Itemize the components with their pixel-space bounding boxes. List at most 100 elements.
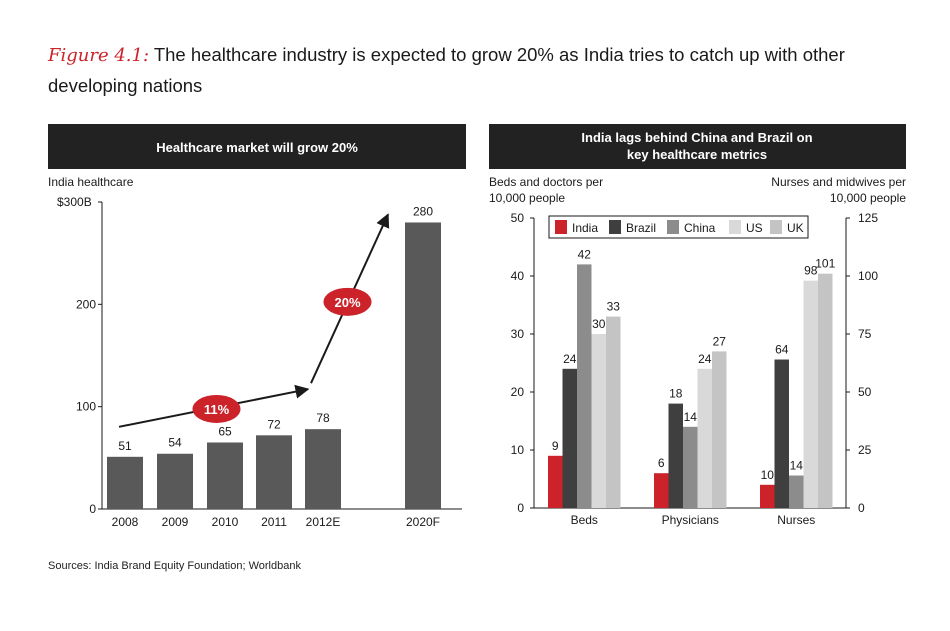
- metric-bar-value-label: 64: [775, 343, 789, 357]
- axis-label-line: 10,000 people: [830, 191, 906, 205]
- right-chart-title-line: key healthcare metrics: [627, 147, 767, 162]
- metric-bar-Physicians-UK: [712, 351, 727, 508]
- right-right-tick-label: 125: [858, 211, 878, 225]
- left-bar-2009: [157, 453, 193, 509]
- left-x-tick-label: 2010: [212, 515, 239, 529]
- metric-bar-value-label: 14: [790, 459, 804, 473]
- right-right-tick-label: 0: [858, 501, 865, 515]
- growth-badge-label: 20%: [334, 295, 360, 310]
- right-right-tick-label: 75: [858, 327, 872, 341]
- legend-swatch-China: [667, 220, 679, 234]
- metric-bar-value-label: 14: [684, 410, 698, 424]
- metric-bar-value-label: 33: [607, 300, 621, 314]
- metric-bar-value-label: 24: [698, 352, 712, 366]
- left-y-tick-label: 100: [76, 400, 96, 414]
- metric-bar-value-label: 98: [804, 264, 818, 278]
- axis-label-line: Nurses and midwives per: [771, 175, 906, 189]
- metric-bar-value-label: 42: [578, 247, 592, 261]
- metric-bar-Nurses-UK: [818, 273, 833, 508]
- left-bar-value-label: 51: [118, 439, 132, 453]
- left-x-tick-label: 2020F: [406, 515, 440, 529]
- metric-bar-Beds-UK: [606, 316, 621, 508]
- right-left-tick-label: 50: [511, 211, 525, 225]
- left-chart-title: Healthcare market will grow 20%: [156, 140, 358, 155]
- left-x-tick-label: 2011: [261, 515, 287, 529]
- legend-label-Brazil: Brazil: [626, 221, 656, 235]
- metric-bar-value-label: 30: [592, 317, 606, 331]
- left-bar-2008: [107, 456, 143, 509]
- metric-bar-Beds-China: [577, 264, 592, 508]
- left-chart-header: [48, 124, 466, 169]
- left-bar-value-label: 54: [168, 436, 182, 450]
- left-bar-2020F: [405, 222, 441, 509]
- left-y-tick-label: 0: [89, 502, 96, 516]
- metric-bar-Physicians-US: [697, 368, 712, 508]
- market-growth-chart: Healthcare market will grow 20% India hea…: [48, 124, 466, 529]
- left-y-label: India healthcare: [48, 175, 134, 189]
- right-left-tick-label: 20: [511, 385, 525, 399]
- metric-bar-Physicians-India: [654, 473, 669, 508]
- right-x-tick-label: Beds: [571, 513, 598, 527]
- legend-label-India: India: [572, 221, 598, 235]
- right-right-tick-label: 50: [858, 385, 872, 399]
- metric-bar-value-label: 18: [669, 387, 683, 401]
- left-y-tick-label: $300B: [57, 195, 92, 209]
- right-chart-header: [489, 124, 906, 169]
- legend-label-UK: UK: [787, 221, 804, 235]
- growth-badge: [192, 394, 241, 423]
- axis-label-line: Beds and doctors per: [489, 175, 603, 189]
- metric-bar-Beds-US: [591, 334, 606, 508]
- figure-title-text: The healthcare industry is expected to g…: [48, 44, 845, 96]
- metric-bar-Nurses-India: [760, 484, 775, 508]
- legend-swatch-India: [555, 220, 567, 234]
- growth-badge-label: 11%: [204, 402, 230, 417]
- right-left-tick-label: 0: [517, 501, 524, 515]
- metric-bar-value-label: 101: [815, 257, 835, 271]
- axis-label-line: 10,000 people: [489, 191, 565, 205]
- figure-label: Figure 4.1:: [48, 45, 150, 66]
- legend-swatch-US: [729, 220, 741, 234]
- left-bar-value-label: 280: [413, 204, 433, 218]
- legend-swatch-UK: [770, 220, 782, 234]
- metric-bar-value-label: 10: [761, 468, 775, 482]
- right-chart-title-line: India lags behind China and Brazil on: [581, 130, 812, 145]
- right-left-tick-label: 30: [511, 327, 525, 341]
- left-x-tick-label: 2012E: [306, 515, 341, 529]
- right-right-tick-label: 25: [858, 443, 872, 457]
- left-bar-value-label: 72: [267, 417, 281, 431]
- legend-label-US: US: [746, 221, 763, 235]
- right-right-y-label: Nurses and midwives per 10,000 people: [771, 175, 906, 205]
- left-y-tick-label: 200: [76, 297, 96, 311]
- left-bar-2011: [256, 435, 292, 509]
- figure-title: Figure 4.1: The healthcare industry is e…: [48, 40, 848, 101]
- metric-bar-Nurses-China: [789, 475, 804, 508]
- metric-bar-Nurses-US: [803, 280, 818, 508]
- healthcare-metrics-chart: India lags behind China and Brazil on key…: [489, 124, 906, 527]
- legend-label-China: China: [684, 221, 716, 235]
- metric-bar-value-label: 6: [658, 456, 665, 470]
- right-x-tick-label: Physicians: [662, 513, 719, 527]
- metric-bar-Nurses-Brazil: [774, 359, 789, 508]
- left-bar-value-label: 78: [316, 411, 330, 425]
- right-left-tick-label: 10: [511, 443, 525, 457]
- right-left-tick-label: 40: [511, 269, 525, 283]
- right-chart-title: India lags behind China and Brazil on key…: [581, 130, 812, 162]
- left-bar-2010: [207, 442, 243, 509]
- metric-bar-value-label: 9: [552, 439, 559, 453]
- legend-swatch-Brazil: [609, 220, 621, 234]
- left-x-tick-label: 2009: [162, 515, 189, 529]
- right-left-y-label: Beds and doctors per 10,000 people: [489, 175, 603, 205]
- metric-bar-value-label: 24: [563, 352, 577, 366]
- right-right-tick-label: 100: [858, 269, 878, 283]
- metric-bar-Physicians-China: [683, 426, 698, 508]
- metric-bar-value-label: 27: [713, 334, 727, 348]
- metric-bar-Beds-India: [548, 455, 563, 508]
- metric-bar-Beds-Brazil: [562, 368, 577, 508]
- left-bar-2012E: [305, 429, 341, 509]
- sources-note: Sources: India Brand Equity Foundation; …: [48, 560, 301, 572]
- left-bar-value-label: 65: [218, 424, 232, 438]
- left-x-tick-label: 2008: [112, 515, 139, 529]
- metric-bar-Physicians-Brazil: [668, 403, 683, 508]
- growth-badge: [323, 287, 372, 316]
